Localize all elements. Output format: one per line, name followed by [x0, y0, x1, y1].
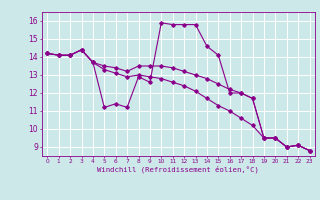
X-axis label: Windchill (Refroidissement éolien,°C): Windchill (Refroidissement éolien,°C)	[98, 166, 259, 173]
